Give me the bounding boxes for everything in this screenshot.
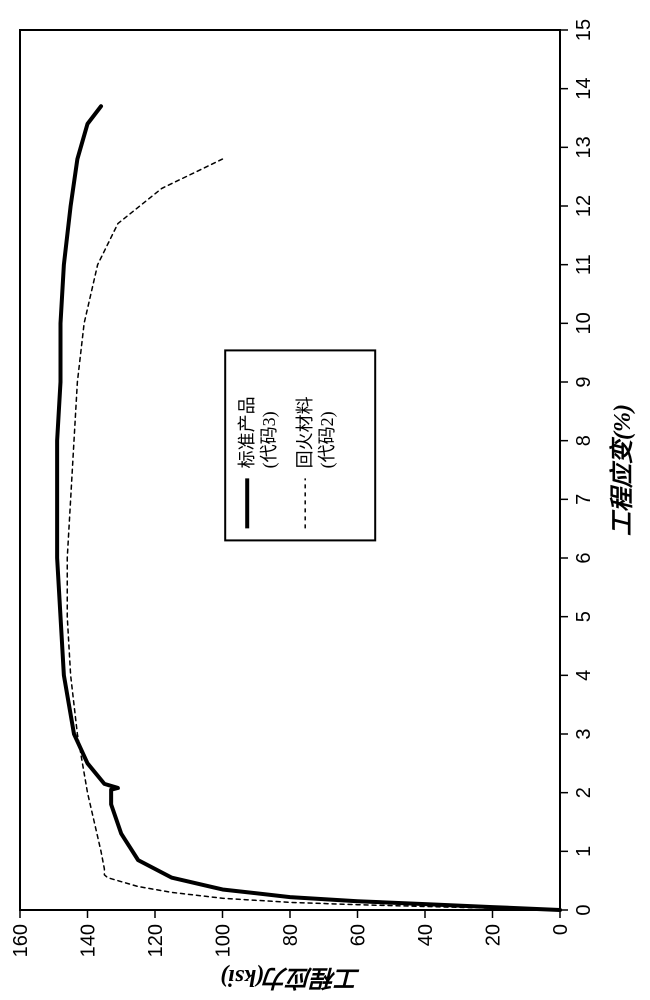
svg-text:(代码2): (代码2) (317, 411, 338, 468)
svg-text:100: 100 (213, 924, 235, 957)
svg-text:0: 0 (573, 904, 595, 915)
svg-text:回火材料: 回火材料 (295, 396, 315, 468)
svg-text:120: 120 (145, 924, 167, 957)
svg-text:4: 4 (573, 670, 595, 681)
svg-text:20: 20 (483, 924, 505, 946)
svg-text:11: 11 (573, 254, 595, 275)
svg-text:13: 13 (573, 136, 595, 158)
svg-text:15: 15 (573, 19, 595, 41)
svg-text:工程应变(%): 工程应变(%) (609, 404, 636, 536)
svg-text:10: 10 (573, 312, 595, 334)
svg-text:80: 80 (280, 924, 302, 946)
svg-text:6: 6 (573, 552, 595, 563)
svg-text:14: 14 (573, 78, 595, 100)
stress-strain-chart: 0123456789101112131415020406080100120140… (0, 0, 650, 1000)
svg-text:5: 5 (573, 611, 595, 622)
chart-container: 0123456789101112131415020406080100120140… (0, 0, 650, 1000)
svg-text:0: 0 (550, 924, 572, 935)
svg-text:7: 7 (573, 494, 595, 505)
svg-text:工程应力(ksi): 工程应力(ksi) (220, 964, 360, 991)
svg-text:12: 12 (573, 195, 595, 217)
svg-text:2: 2 (573, 787, 595, 798)
svg-text:3: 3 (573, 728, 595, 739)
svg-text:40: 40 (415, 924, 437, 946)
svg-text:1: 1 (573, 846, 595, 857)
svg-text:9: 9 (573, 376, 595, 387)
svg-text:60: 60 (348, 924, 370, 946)
svg-text:140: 140 (78, 924, 100, 957)
svg-text:8: 8 (573, 435, 595, 446)
svg-text:标准产品: 标准产品 (237, 396, 257, 468)
svg-text:(代码3): (代码3) (259, 411, 280, 468)
svg-text:160: 160 (10, 924, 32, 957)
